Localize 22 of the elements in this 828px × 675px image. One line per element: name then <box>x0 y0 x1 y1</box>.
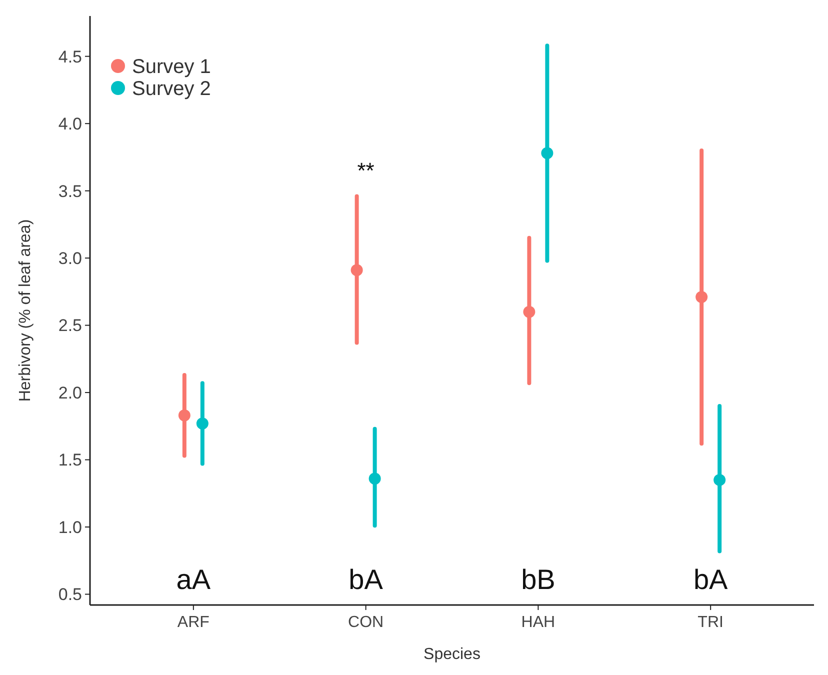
legend-label: Survey 1 <box>132 56 211 78</box>
y-tick-label: 3.5 <box>58 182 82 201</box>
annotation: bA <box>693 564 728 595</box>
y-tick-label: 1.5 <box>58 450 82 470</box>
y-tick-label: 0.5 <box>58 585 82 604</box>
y-tick-label: 2.0 <box>58 383 82 402</box>
annotation: bB <box>521 564 556 595</box>
y-axis-title: Herbivory (% of leaf area) <box>17 219 34 402</box>
x-tick-label: ARF <box>177 614 210 631</box>
annotation: bA <box>348 564 384 595</box>
x-tick-label: HAH <box>521 614 556 631</box>
x-tick-label: TRI <box>698 614 724 631</box>
annotation: aA <box>176 564 211 595</box>
y-tick-label: 3.0 <box>58 249 82 268</box>
y-tick-label: 4.0 <box>58 114 82 134</box>
annotation: ** <box>357 158 375 183</box>
y-tick-label: 2.5 <box>58 316 82 336</box>
x-axis-title: Species <box>424 646 480 663</box>
y-tick-label: 4.5 <box>58 47 82 66</box>
x-tick-label: CON <box>348 614 384 631</box>
y-tick-label: 1.0 <box>58 518 82 537</box>
legend-label: Survey 2 <box>132 78 211 100</box>
